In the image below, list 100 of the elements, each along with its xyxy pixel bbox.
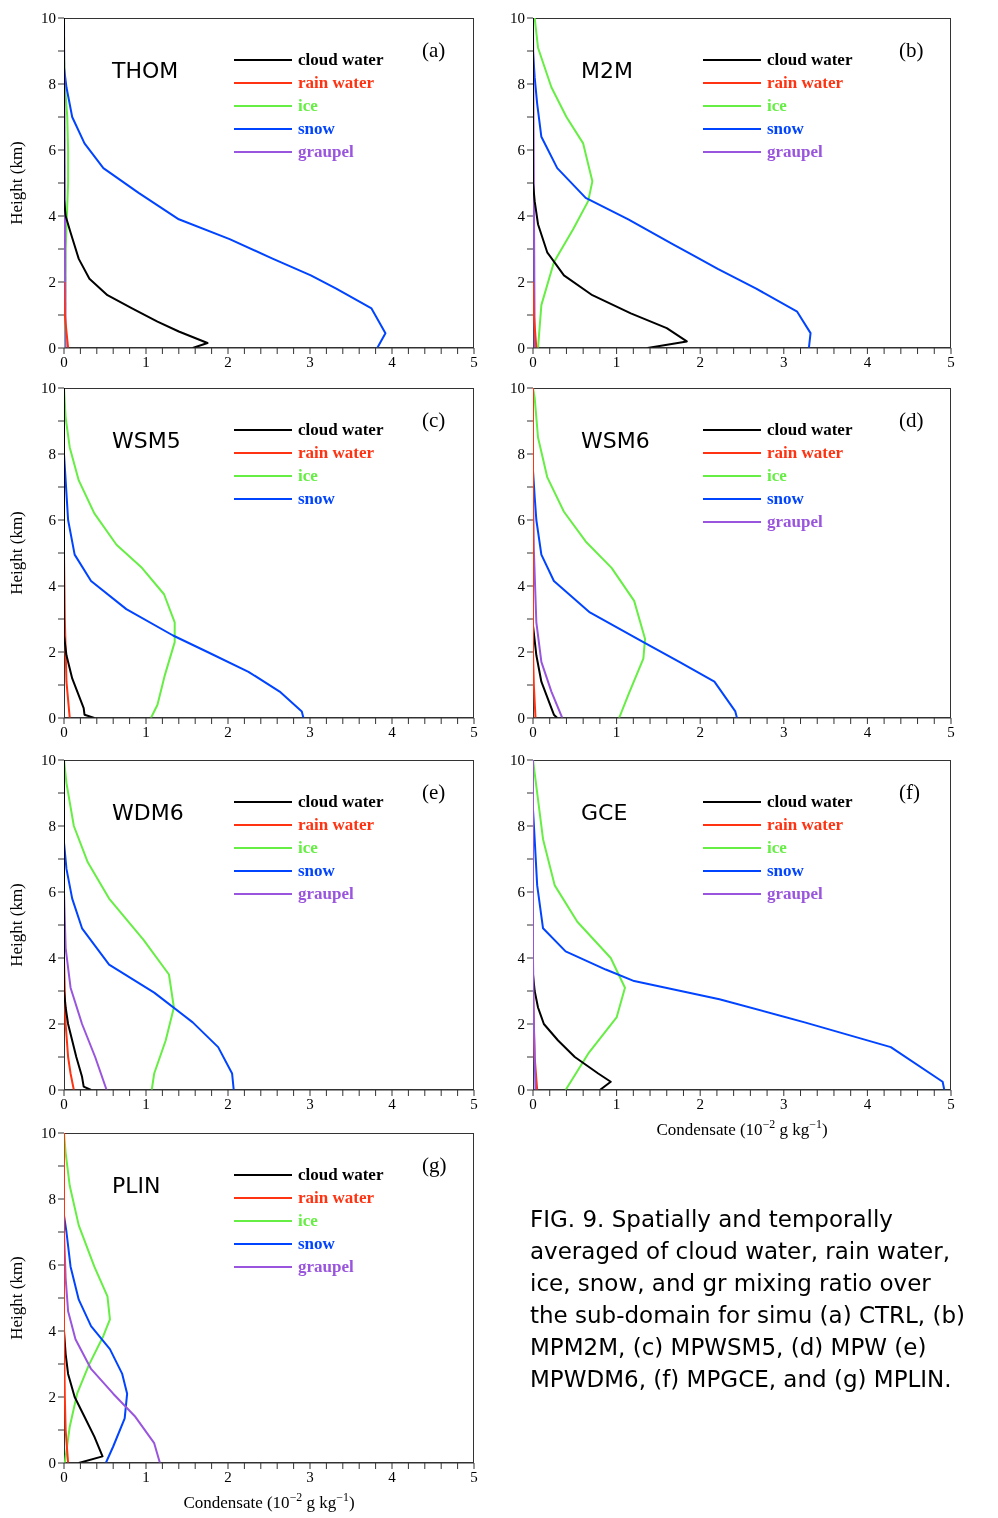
line-series [64,760,93,1090]
x-tick-label: 4 [388,1095,397,1112]
legend-label: snow [767,488,804,510]
y-tick-label: 6 [48,512,57,529]
y-tick-label: 6 [517,512,526,529]
y-tick-label: 10 [510,380,525,397]
y-tick-label: 0 [517,710,525,727]
line-series [533,388,647,718]
x-tick-label: 1 [142,353,150,370]
x-tick-label: 1 [612,1095,621,1112]
legend-label: ice [767,837,787,859]
x-tick-label: 3 [780,723,788,740]
legend-label: rain water [298,442,375,464]
legend-label: rain water [298,1187,375,1209]
x-tick-label: 2 [224,353,232,370]
text: GCE [581,800,628,825]
y-tick-label: 4 [48,208,57,225]
y-axis-title: Height (km) [7,883,26,967]
y-tick-label: 2 [48,644,56,661]
legend-label: graupel [767,141,823,163]
y-tick-label: 6 [48,142,57,159]
y-tick-label: 10 [41,380,56,397]
y-tick-label: 10 [41,1125,56,1142]
y-tick-label: 2 [48,1389,56,1406]
text: M2M [581,58,633,83]
y-tick-label: 10 [41,752,56,769]
y-axis-title: Height (km) [7,141,26,225]
x-tick-label: 4 [863,353,872,370]
annotation: (f) [899,780,920,805]
y-tick-label: 8 [48,818,56,835]
y-axis-title: Height (km) [7,1256,26,1340]
legend-label: rain water [767,442,844,464]
annotation: (b) [899,38,924,63]
x-tick-label: 3 [306,1468,314,1485]
legend-label: snow [298,118,335,140]
text: PLIN [112,1173,161,1198]
y-axis-title: Height (km) [7,511,26,595]
y-tick-label: 0 [48,1082,56,1099]
y-tick-label: 0 [48,340,56,357]
legend-label: ice [298,465,318,487]
y-tick-label: 8 [48,446,56,463]
x-tick-label: 2 [224,1095,232,1112]
x-tick-label: 0 [529,353,537,370]
x-tick-label: 4 [863,723,872,740]
line-series [533,18,688,348]
x-tick-label: 1 [142,1468,150,1485]
y-tick-label: 8 [48,1191,56,1208]
x-tick-label: 5 [947,723,955,740]
annotation: (d) [899,408,924,433]
x-tick-label: 5 [947,1095,955,1112]
y-tick-label: 8 [517,818,525,835]
y-tick-label: 2 [48,274,56,291]
y-tick-label: 10 [510,752,525,769]
caption: FIG. 9. Spatially and temporally averaged of cloud water, rain water, ice, snow, and gr mixing ratio over the sub-domain for simu (a) CTRL, (b) MPM2M, (c) MPWSM5, (d) MPW (e) MPWDM6, (f) MPGCE, and (g) MPLIN. [530,1205,966,1394]
y-tick-label: 6 [48,884,57,901]
legend-label: cloud water [298,419,384,441]
y-tick-label: 2 [517,644,525,661]
y-tick-label: 0 [517,1082,525,1099]
y-tick-label: 2 [517,274,525,291]
y-tick-label: 0 [48,710,56,727]
legend-label: rain water [767,72,844,94]
legend-label: cloud water [767,791,853,813]
legend-label: ice [767,465,787,487]
line-series [533,760,537,1090]
x-tick-label: 1 [142,723,150,740]
annotation: (c) [422,408,446,433]
legend-label: ice [298,837,318,859]
legend-label: snow [298,488,335,510]
legend-label: snow [298,1233,335,1255]
legend-label: snow [767,860,804,882]
y-tick-label: 6 [48,1257,57,1274]
y-tick-label: 2 [517,1016,525,1033]
y-tick-label: 10 [510,10,525,27]
legend-label: cloud water [298,1164,384,1186]
line-series [64,388,96,718]
legend-label: rain water [767,814,844,836]
y-tick-label: 4 [48,950,57,967]
x-tick-label: 0 [60,1095,68,1112]
x-tick-label: 0 [529,723,537,740]
text: THOM [112,58,179,83]
x-tick-label: 1 [612,723,621,740]
legend-label: ice [767,95,787,117]
x-axis-title: Condensate (10$^{−2}$ g kg$^{−1}$) [183,1490,355,1512]
y-tick-label: 8 [48,76,56,93]
legend-label: graupel [298,883,354,905]
y-tick-label: 0 [48,1455,56,1472]
x-tick-label: 4 [388,1468,397,1485]
x-tick-label: 4 [863,1095,872,1112]
line-series [64,1133,70,1463]
x-tick-label: 2 [224,1468,232,1485]
x-tick-label: 5 [470,723,478,740]
x-tick-label: 5 [470,353,478,370]
text: WSM6 [581,428,650,453]
x-tick-label: 2 [696,723,704,740]
y-tick-label: 4 [48,1323,57,1340]
x-tick-label: 3 [780,1095,788,1112]
x-tick-label: 0 [529,1095,537,1112]
x-tick-label: 5 [470,1468,478,1485]
x-tick-label: 0 [60,1468,68,1485]
y-tick-label: 10 [41,10,56,27]
